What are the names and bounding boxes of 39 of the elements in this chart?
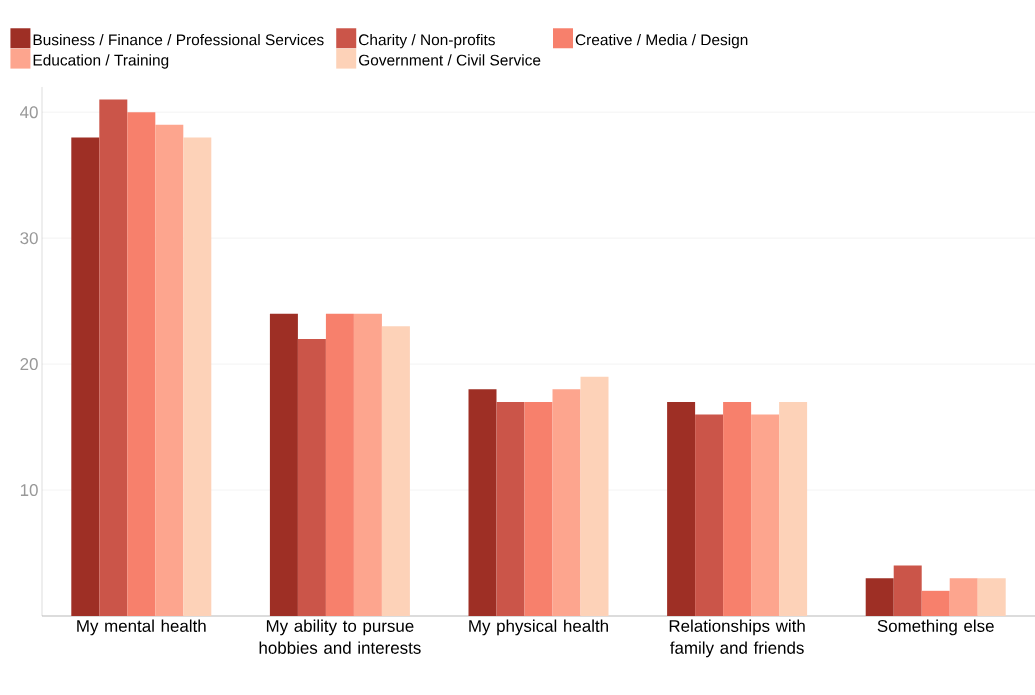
bar: [127, 112, 156, 616]
x-tick-label: Something else: [877, 619, 994, 636]
legend-label: Business / Finance / Professional Services: [33, 33, 324, 46]
bar: [71, 137, 100, 616]
y-tick-label: 20: [20, 358, 38, 371]
x-tick-label: My ability to pursue hobbies and interests: [259, 619, 421, 654]
bar: [751, 414, 780, 616]
bar: [183, 137, 212, 616]
bar: [723, 401, 752, 616]
bar: [496, 401, 525, 616]
bar: [779, 401, 808, 616]
bar: [893, 565, 922, 616]
bar: [99, 99, 128, 616]
legend-label: Education / Training: [33, 54, 169, 69]
bar: [695, 414, 724, 616]
x-tick-label: My mental health: [77, 619, 206, 636]
bar: [524, 401, 553, 616]
bar: [580, 376, 609, 616]
x-tick-label: My physical health: [469, 619, 608, 636]
bar: [667, 401, 696, 616]
y-tick-label: 40: [20, 106, 38, 119]
y-tick-label: 30: [20, 232, 38, 245]
bar: [155, 124, 184, 616]
bar: [977, 578, 1006, 616]
bar: [325, 313, 354, 616]
bar: [921, 590, 950, 616]
x-tick-label: Relationships with family and friends: [669, 619, 805, 658]
bar: [297, 338, 326, 616]
bar: [381, 326, 410, 616]
legend-label: Charity / Non-profits: [359, 33, 495, 49]
bar: [865, 578, 894, 616]
bar: [949, 578, 978, 616]
bar: [552, 389, 581, 616]
bar: [269, 313, 298, 616]
legend-label: Government / Civil Service: [359, 54, 541, 66]
bar: [468, 389, 497, 616]
y-tick-label: 10: [20, 484, 38, 497]
legend-label: Creative / Media / Design: [575, 33, 748, 49]
bar: [353, 313, 382, 616]
